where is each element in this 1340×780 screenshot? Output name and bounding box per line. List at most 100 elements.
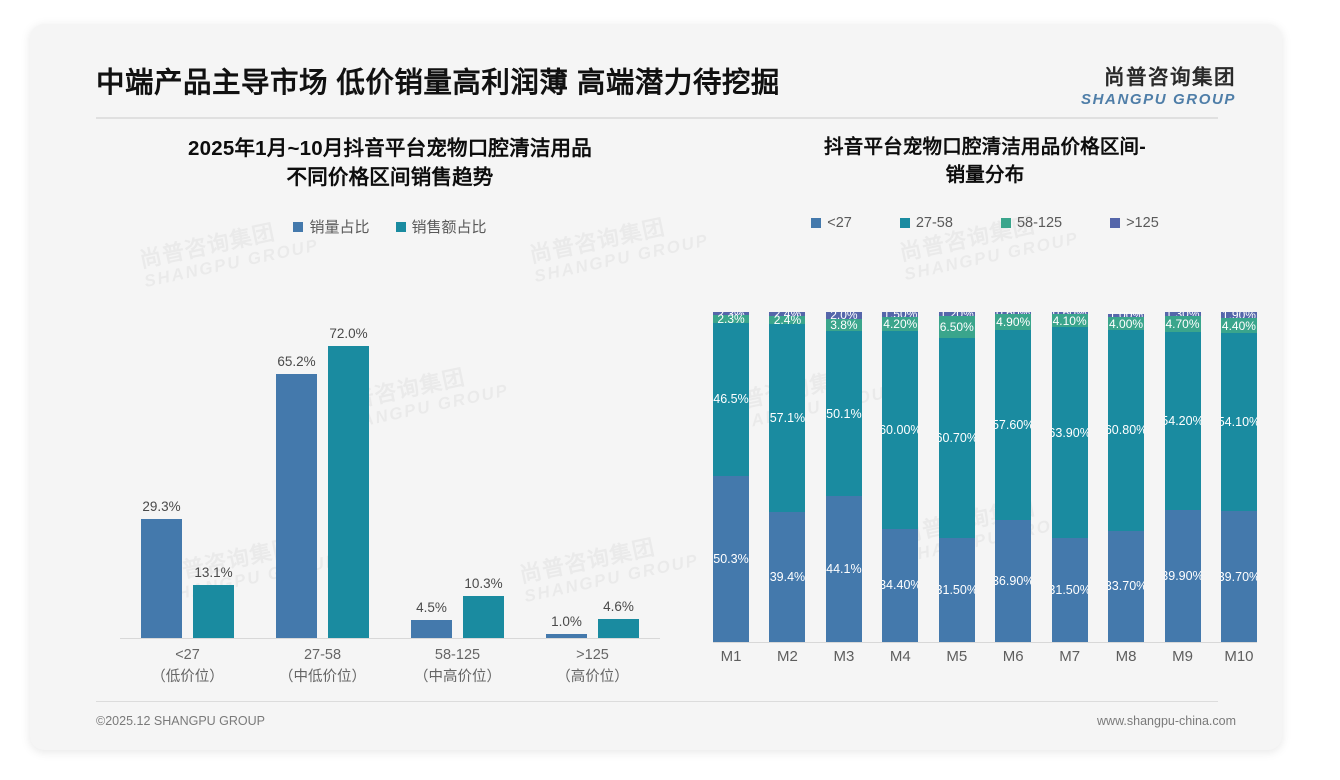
left-chart-panel: 2025年1月~10月抖音平台宠物口腔清洁用品 不同价格区间销售趋势 销量占比 销…: [90, 134, 690, 694]
legend-item[interactable]: 58-125: [1000, 215, 1063, 232]
stack-segment[interactable]: 4.00%: [1108, 317, 1145, 331]
stack-segment[interactable]: 34.40%: [882, 528, 919, 642]
stack-segment-label: 60.00%: [882, 422, 918, 437]
legend-swatch-icon: [1000, 218, 1011, 229]
bar-column[interactable]: 4.6%: [598, 314, 639, 638]
stack-segment[interactable]: 36.90%: [995, 520, 1032, 642]
stack-segment[interactable]: 63.90%: [1051, 327, 1088, 539]
stacked-bar-column[interactable]: 1.00%4.00%60.80%33.70%: [1108, 312, 1145, 642]
bar[interactable]: [546, 633, 587, 638]
stack-segment[interactable]: 60.80%: [1108, 330, 1145, 531]
bar-column[interactable]: 13.1%: [193, 314, 234, 638]
stack-segment[interactable]: 4.90%: [995, 314, 1032, 331]
legend-swatch-icon: [1110, 218, 1121, 229]
stack-segment[interactable]: 50.3%: [713, 476, 749, 642]
legend-item[interactable]: <27: [811, 215, 852, 231]
page-title: 中端产品主导市场 低价销量高利润薄 高端潜力待挖掘: [96, 67, 780, 99]
legend-swatch-icon: [811, 218, 822, 229]
left-chart-title: 2025年1月~10月抖音平台宠物口腔清洁用品 不同价格区间销售趋势: [90, 134, 690, 192]
stack-segment[interactable]: 54.10%: [1220, 332, 1257, 512]
stack-segment[interactable]: 6.50%: [938, 316, 975, 338]
legend-item[interactable]: 27-58: [899, 215, 953, 231]
stack-segment[interactable]: 39.90%: [1164, 510, 1201, 642]
bar-value-label: 29.3%: [142, 499, 181, 515]
x-axis-month-label: M1: [720, 648, 742, 665]
stack-segment[interactable]: 2.0%: [825, 312, 862, 322]
stack-segment[interactable]: 2.3%: [713, 312, 749, 326]
bar-group: 4.5% 10.3%: [411, 314, 504, 638]
stack-segment[interactable]: 31.50%: [1051, 538, 1088, 642]
x-axis-category-label: <27 （低价位）: [128, 644, 248, 689]
stack-segment[interactable]: 1.90%: [1220, 312, 1257, 322]
x-axis-sublabel: （中低价位）: [279, 669, 366, 686]
left-chart-title-line1: 2025年1月~10月抖音平台宠物口腔清洁用品: [188, 137, 592, 160]
stacked-bar-column[interactable]: 1.50%4.20% 60.00% 34.40%: [882, 312, 919, 642]
stacked-bar-column[interactable]: 1.20%6.50%60.70%31.50%: [938, 312, 975, 642]
bar-column[interactable]: 1.0%: [546, 314, 587, 638]
stack-segment[interactable]: 57.1%: [769, 323, 806, 512]
x-axis-range: 27-58: [303, 647, 342, 663]
x-axis-month-label: M5: [946, 648, 968, 665]
stacked-bar-column[interactable]: 2.3%2.3%46.5%50.3%: [713, 312, 749, 642]
footer-divider: [96, 701, 1218, 702]
stacked-bar-column[interactable]: 2.0% 3.8% 50.1% 44.1%: [825, 312, 862, 642]
stacked-bar-column[interactable]: 0.60%4.90%57.60%36.90%: [995, 312, 1032, 642]
stack-segment[interactable]: 4.20%: [882, 316, 919, 331]
stacked-bar-column[interactable]: 1.30%4.70%54.20%39.90%: [1164, 312, 1201, 642]
right-plot-area: 2.3%2.3%46.5%50.3%2.4%2.4%57.1%39.4%2.0%…: [713, 312, 1257, 643]
x-axis-month-label: M10: [1224, 648, 1254, 665]
bar[interactable]: [276, 373, 317, 638]
bar[interactable]: [328, 346, 369, 638]
company-logo: 尚普咨询集团 SHANGPU GROUP: [1081, 60, 1236, 108]
legend-item[interactable]: 销量占比: [293, 216, 370, 237]
grouped-bar-chart: 29.3% 13.1% 65.2% 72.0% 4.5% 10.3% 1.0% 4.6% <2…: [100, 314, 680, 694]
legend-item[interactable]: 销售额占比: [395, 216, 487, 237]
legend-label: 销量占比: [309, 219, 370, 237]
x-axis-month-label: M7: [1059, 648, 1081, 665]
bar-group: 1.0% 4.6%: [546, 314, 639, 638]
stack-segment[interactable]: 46.5%: [713, 322, 749, 477]
bar-column[interactable]: 65.2%: [276, 314, 317, 638]
stack-segment[interactable]: 39.4%: [769, 511, 806, 642]
bar-value-label: 1.0%: [551, 613, 582, 629]
stacked-bar-column[interactable]: 2.4%2.4%57.1%39.4%: [769, 312, 806, 642]
stacked-bar-column[interactable]: 0.60%4.10%63.90%31.50%: [1051, 312, 1088, 642]
stack-segment[interactable]: 39.70%: [1220, 511, 1257, 642]
legend-label: 58-125: [1016, 215, 1063, 232]
stack-segment[interactable]: 31.50%: [938, 538, 975, 642]
stacked-bar-chart: 2.3%2.3%46.5%50.3%2.4%2.4%57.1%39.4%2.0%…: [705, 312, 1265, 694]
stack-segment[interactable]: 4.40%: [1220, 318, 1257, 333]
stack-segment[interactable]: 33.70%: [1108, 530, 1145, 642]
stack-segment[interactable]: 4.10%: [1051, 314, 1088, 328]
bar-value-label: 4.6%: [603, 599, 634, 615]
legend-label: 销售额占比: [411, 219, 487, 237]
stack-segment[interactable]: 4.70%: [1164, 316, 1201, 332]
stack-segment[interactable]: 3.8%: [825, 318, 862, 332]
bar[interactable]: [193, 584, 234, 638]
stack-segment[interactable]: 60.00%: [882, 330, 919, 529]
stack-segment[interactable]: 2.4%: [769, 313, 806, 327]
bar-column[interactable]: 4.5%: [411, 314, 452, 638]
bar-column[interactable]: 10.3%: [463, 314, 504, 638]
bar[interactable]: [598, 619, 639, 638]
x-axis-range: >125: [576, 647, 609, 663]
stack-segment-label: 63.90%: [1051, 425, 1088, 440]
stacked-bar-column[interactable]: 1.90%4.40% 54.10% 39.70%: [1220, 312, 1257, 642]
stack-segment-label: 39.70%: [1220, 569, 1257, 584]
stack-segment[interactable]: 44.1%: [825, 496, 862, 642]
stack-segment-label: 46.5%: [713, 392, 749, 407]
bar[interactable]: [141, 519, 182, 638]
legend-item[interactable]: >125: [1110, 215, 1159, 231]
bar[interactable]: [463, 596, 504, 638]
stack-segment[interactable]: 54.20%: [1164, 331, 1201, 511]
stack-segment[interactable]: 60.70%: [938, 337, 975, 539]
bar-value-label: 72.0%: [329, 326, 368, 342]
bar-column[interactable]: 72.0%: [328, 314, 369, 638]
bar-column[interactable]: 29.3%: [141, 314, 182, 638]
stack-segment[interactable]: 50.1%: [825, 331, 862, 497]
bar[interactable]: [411, 619, 452, 638]
stack-segment-label: 4.20%: [883, 316, 918, 331]
stack-segment[interactable]: 1.50%: [882, 312, 919, 321]
stack-segment-label: 44.1%: [826, 562, 862, 577]
stack-segment[interactable]: 57.60%: [995, 330, 1032, 521]
